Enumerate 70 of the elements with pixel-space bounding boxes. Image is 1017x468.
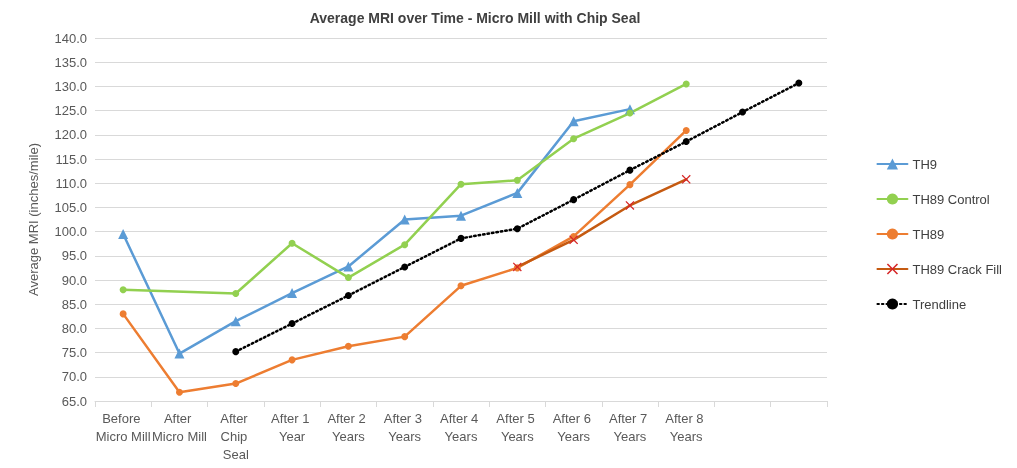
y-tick-label: 100.0 <box>54 224 87 240</box>
y-tick-label: 65.0 <box>61 393 87 409</box>
point <box>288 239 296 247</box>
y-tick-label: 120.0 <box>54 127 87 143</box>
chart-title: Average MRI over Time - Micro Mill with Chip Seal <box>309 10 641 26</box>
legend-label: Trendline <box>912 296 967 312</box>
x-tick-label: After 8 Years <box>665 410 708 444</box>
point <box>457 234 465 242</box>
y-tick-label: 125.0 <box>54 103 87 119</box>
y-tick-label: 105.0 <box>54 199 87 215</box>
point <box>570 196 578 204</box>
x-tick-label: After 3 Years <box>383 410 426 444</box>
point <box>401 263 409 271</box>
x-tick-label: After 1 Year <box>271 410 314 444</box>
point <box>457 282 465 290</box>
point <box>512 187 523 198</box>
y-tick-label: 95.0 <box>61 248 87 264</box>
point <box>626 181 634 189</box>
point <box>343 261 354 272</box>
x-tick-label: After 7 Years <box>608 410 651 444</box>
point <box>344 274 352 282</box>
point <box>232 348 240 356</box>
point <box>568 116 579 127</box>
point <box>119 310 127 318</box>
x-tick-label: After 5 Years <box>496 410 539 444</box>
point <box>399 214 410 225</box>
legend-label: TH89 Crack Fill <box>912 261 1003 277</box>
point <box>513 176 521 184</box>
y-tick-label: 90.0 <box>61 272 87 288</box>
x-tick-label: After 2 Years <box>327 410 370 444</box>
point <box>288 320 296 328</box>
y-tick-label: 80.0 <box>61 320 87 336</box>
point <box>119 286 127 294</box>
point <box>344 291 352 299</box>
point <box>232 290 240 298</box>
point <box>232 380 240 388</box>
point <box>344 342 352 350</box>
y-tick-label: 130.0 <box>54 78 87 94</box>
point <box>682 138 690 146</box>
point <box>626 166 634 174</box>
point <box>175 388 183 396</box>
y-tick-label: 110.0 <box>55 175 87 191</box>
y-tick-label: 85.0 <box>61 296 87 312</box>
point <box>118 229 129 240</box>
legend-label: TH89 <box>912 226 945 242</box>
x-tick-label: After 6 Years <box>552 410 595 444</box>
point <box>230 316 241 327</box>
point <box>513 225 521 233</box>
y-tick-label: 115.0 <box>55 151 87 167</box>
point <box>682 80 690 88</box>
y-axis-title: Average MRI (inches/mile) <box>26 143 41 296</box>
point <box>174 348 185 359</box>
x-tick-label: After Micro Mill <box>152 410 208 444</box>
x-tick-label: After 4 Years <box>440 410 482 444</box>
point <box>401 241 409 249</box>
y-tick-label: 75.0 <box>61 345 87 361</box>
point <box>401 333 409 341</box>
y-tick-label: 140.0 <box>54 30 87 46</box>
point <box>287 288 298 299</box>
y-tick-label: 135.0 <box>54 54 87 70</box>
legend-label: TH89 Control <box>912 191 990 207</box>
point <box>288 356 296 364</box>
legend-label: TH9 <box>912 156 937 172</box>
x-tick-label: After Chip Seal <box>220 410 252 462</box>
point <box>456 210 466 221</box>
point <box>739 108 747 116</box>
x-tick-label: Before Micro Mill <box>95 410 151 444</box>
point <box>570 135 578 143</box>
y-tick-label: 70.0 <box>61 369 87 385</box>
point <box>682 126 690 134</box>
